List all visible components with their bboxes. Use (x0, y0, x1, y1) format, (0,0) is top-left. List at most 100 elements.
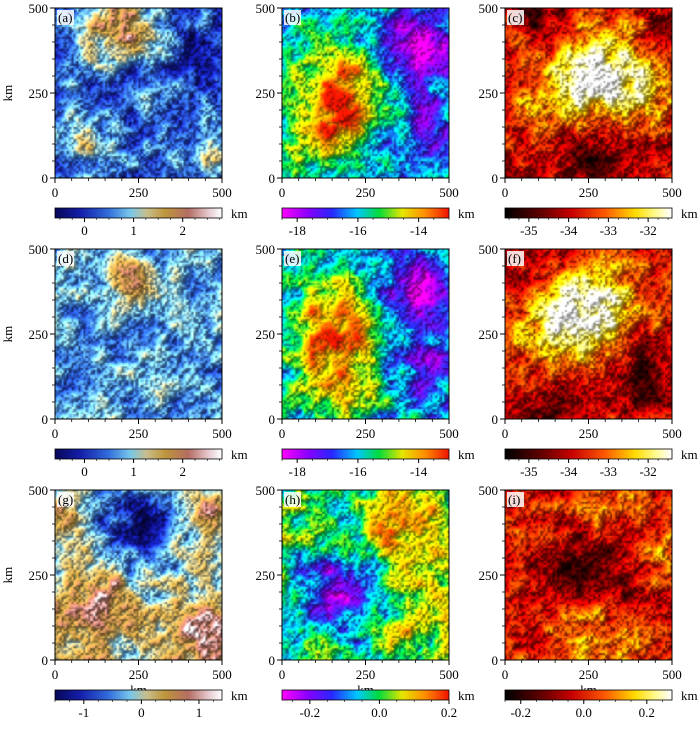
x-tick-label: 250 (129, 667, 149, 682)
x-tick-label: 0 (279, 185, 286, 200)
panel-label-bg (284, 251, 301, 266)
colorbar (55, 690, 222, 700)
y-tick-label: 0 (269, 412, 276, 427)
y-tick-label: 500 (29, 483, 49, 498)
y-tick-label: 250 (479, 86, 499, 101)
x-tick-label: 0 (502, 667, 509, 682)
map-image (505, 490, 672, 660)
map-image (505, 249, 672, 419)
colorbar-unit: km (458, 688, 475, 703)
x-tick-label: 250 (129, 185, 149, 200)
x-tick-label: 0 (279, 667, 286, 682)
colorbar-tick-label: -14 (410, 464, 428, 479)
panel-label-bg (57, 251, 74, 266)
map-image (55, 8, 222, 178)
colorbar-tick-label: -16 (349, 223, 367, 238)
x-tick-label: 500 (662, 667, 682, 682)
colorbar (505, 690, 672, 700)
y-tick-label: 500 (29, 242, 49, 257)
y-axis-label: km (0, 326, 15, 343)
colorbar-tick-label: 0.0 (576, 705, 592, 720)
panel-label: (c) (508, 10, 522, 25)
colorbar-tick-label: -16 (349, 464, 367, 479)
x-tick-label: 500 (212, 426, 232, 441)
x-tick-label: 250 (579, 667, 599, 682)
x-tick-label: 0 (502, 185, 509, 200)
y-tick-label: 0 (42, 171, 49, 186)
map-image (282, 490, 449, 660)
x-tick-label: 0 (502, 426, 509, 441)
colorbar (55, 449, 222, 459)
y-tick-label: 0 (42, 412, 49, 427)
colorbar-tick-label: 0.0 (371, 705, 387, 720)
panel-label-bg (507, 251, 524, 266)
colorbar-tick-label: 2 (179, 223, 186, 238)
y-tick-label: 0 (492, 653, 499, 668)
colorbar (282, 690, 449, 700)
colorbar-tick-label: -35 (520, 464, 537, 479)
y-axis-label: km (0, 85, 15, 102)
colorbar-unit: km (458, 206, 475, 221)
x-tick-label: 500 (212, 185, 232, 200)
panel-label: (g) (58, 492, 73, 507)
y-tick-label: 250 (479, 327, 499, 342)
colorbar-tick-label: -18 (289, 464, 306, 479)
colorbar-tick-label: -34 (560, 464, 578, 479)
colorbar (282, 208, 449, 218)
colorbar-tick-label: 1 (130, 223, 137, 238)
colorbar-tick-label: 0 (138, 705, 145, 720)
x-tick-label: 500 (662, 426, 682, 441)
x-tick-label: 500 (212, 667, 232, 682)
y-tick-label: 0 (269, 171, 276, 186)
colorbar-tick-label: -1 (78, 705, 89, 720)
panel-f: (f) 00 250 250 500 500 -35 -34 -33 -32 km (479, 242, 698, 479)
colorbar-tick-label: 0.2 (639, 705, 655, 720)
colorbar-tick-label: -14 (410, 223, 428, 238)
colorbar-tick-label: -32 (639, 223, 656, 238)
y-tick-label: 500 (479, 242, 499, 257)
x-tick-label: 500 (439, 426, 459, 441)
y-tick-label: 0 (42, 653, 49, 668)
colorbar-unit: km (231, 206, 248, 221)
colorbar-unit: km (681, 206, 698, 221)
colorbar-unit: km (231, 688, 248, 703)
panel-label-bg (284, 10, 301, 25)
panel-label: (b) (285, 10, 300, 25)
panel-b: (b) 00 250 250 500 500 -18 -16 -14 km (256, 1, 475, 238)
colorbar (55, 208, 222, 218)
x-tick-label: 0 (279, 426, 286, 441)
y-tick-label: 250 (479, 568, 499, 583)
x-tick-label: 250 (356, 185, 376, 200)
colorbar-tick-label: 1 (196, 705, 203, 720)
x-tick-label: 250 (129, 426, 149, 441)
y-tick-label: 500 (29, 1, 49, 16)
y-axis-label: km (0, 567, 15, 584)
panel-label: (h) (285, 492, 300, 507)
panel-label-bg (57, 10, 74, 25)
colorbar-tick-label: -0.2 (300, 705, 321, 720)
map-image (55, 490, 222, 660)
colorbar-frame (281, 689, 450, 701)
x-tick-label: 250 (356, 426, 376, 441)
y-tick-label: 500 (256, 483, 276, 498)
colorbar (505, 449, 672, 459)
x-tick-label: 0 (52, 185, 59, 200)
colorbar-tick-label: -34 (560, 223, 578, 238)
map-image (55, 249, 222, 419)
map-image (282, 249, 449, 419)
colorbar-tick-label: -32 (639, 464, 656, 479)
y-tick-label: 500 (479, 1, 499, 16)
y-tick-label: 0 (492, 412, 499, 427)
colorbar-tick-label: -0.2 (510, 705, 531, 720)
panel-label-bg (284, 492, 301, 507)
x-tick-label: 0 (52, 426, 59, 441)
x-tick-label: 0 (52, 667, 59, 682)
colorbar-unit: km (458, 447, 475, 462)
map-image (282, 8, 449, 178)
colorbar-tick-label: 0 (81, 223, 88, 238)
